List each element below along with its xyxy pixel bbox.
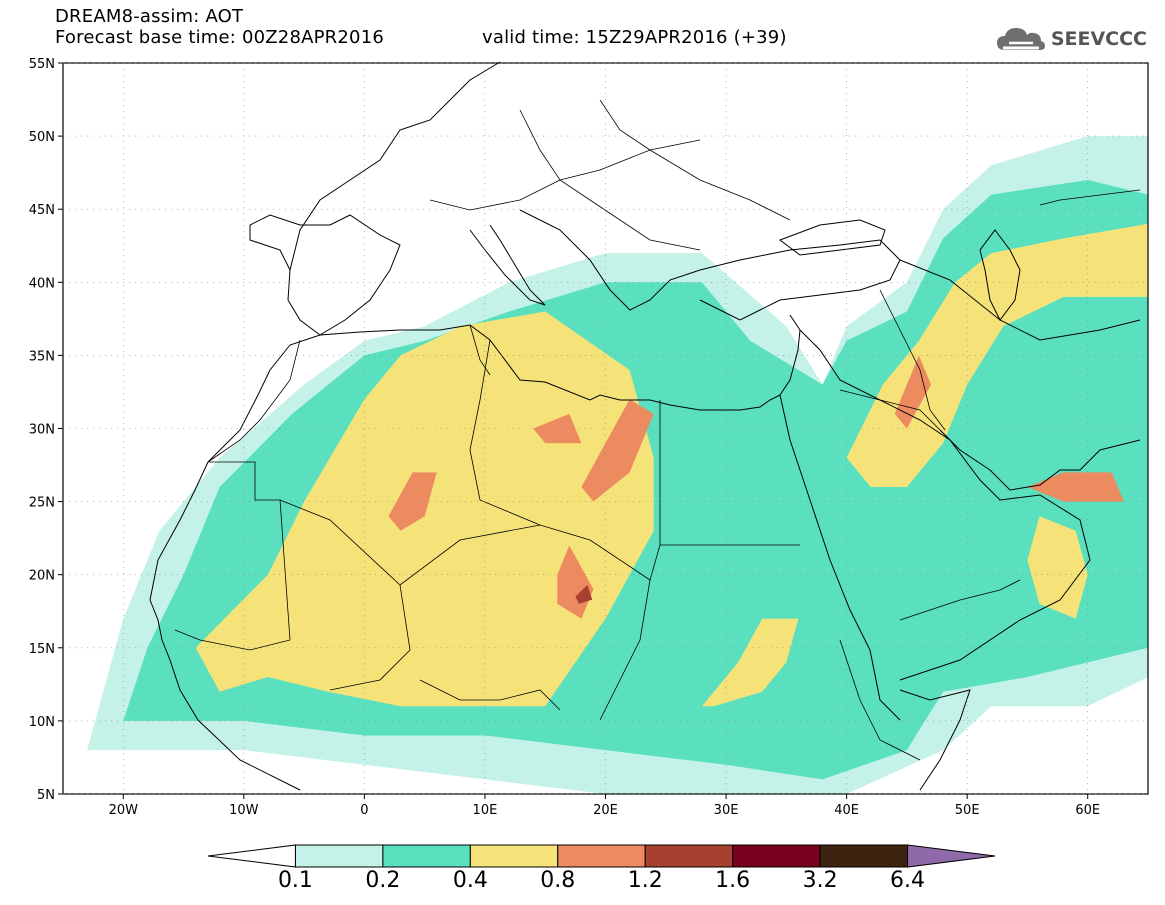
colorbar-swatch	[644, 844, 734, 868]
coastline-north-africa	[207, 324, 781, 463]
colorbar-label: 3.2	[802, 868, 838, 893]
coastline-iran	[899, 259, 1141, 341]
coastline-arabia	[799, 329, 1091, 681]
border-mali-niger	[329, 584, 411, 691]
coastline-africa-west	[149, 461, 301, 791]
lon-tick-label: 50E	[955, 803, 980, 818]
colorbar-swatch	[557, 844, 646, 868]
coastline-balkans-greece	[519, 209, 701, 311]
lat-tick-label: 45N	[29, 203, 55, 218]
longitude-labels: 20W 10W 0 10E 20E 30E 40E 50E 60E	[109, 803, 1101, 818]
coastline-horn-africa	[899, 689, 971, 791]
lon-tick-label: 10W	[229, 803, 259, 818]
colorbar-swatch	[382, 844, 471, 868]
border-tunisia	[469, 324, 491, 376]
aot-field-layer	[87, 136, 1149, 795]
coastline-levant-red-sea	[779, 314, 901, 721]
lat-tick-label: 30N	[29, 423, 55, 438]
valid-time: valid time: 15Z29APR2016 (+39)	[482, 27, 787, 48]
aot-contour-level-4	[1027, 472, 1124, 502]
border-europe-1	[429, 139, 701, 211]
colorbar-label: 0.2	[365, 868, 401, 893]
lat-tick-label: 5N	[37, 788, 55, 803]
cloud-icon	[996, 28, 1045, 50]
lat-tick-label: 10N	[29, 715, 55, 730]
colorbar-over-triangle	[907, 844, 996, 868]
border-algeria-libya	[469, 339, 541, 526]
colorbar-swatch	[732, 844, 821, 868]
lon-tick-label: 20W	[109, 803, 139, 818]
coastline-turkey	[699, 239, 901, 321]
brand-name: SEEVCCC	[1050, 28, 1147, 50]
lon-tick-label: 0	[360, 803, 368, 818]
lat-tick-label: 20N	[29, 569, 55, 584]
lon-tick-label: 40E	[834, 803, 859, 818]
border-iran-iraq	[879, 289, 946, 431]
coastline-iberia	[249, 214, 401, 336]
colorbar-swatch	[294, 844, 384, 868]
aot-contour-level-4	[533, 413, 582, 444]
colorbar-label: 0.8	[540, 868, 576, 893]
colorbar-label: 0.1	[277, 868, 313, 893]
colorbar-label: 1.6	[715, 868, 751, 893]
lat-tick-label: 15N	[29, 642, 55, 657]
coastline-west-europe	[289, 61, 501, 271]
lat-tick-label: 40N	[29, 276, 55, 291]
border-nigeria	[419, 679, 561, 711]
colorbar	[207, 844, 996, 868]
grid-layer	[58, 62, 1148, 799]
brand-logo: SEEVCCC	[995, 24, 1147, 54]
aot-contour-level-3	[701, 618, 799, 707]
border-morocco-algeria	[207, 339, 301, 463]
coastline-black-sea	[778, 219, 886, 256]
aot-contour-level-3	[1027, 516, 1088, 619]
border-kazakhstan	[1039, 189, 1141, 206]
aot-contour-level-5	[575, 584, 593, 604]
colorbar-label: 0.4	[452, 868, 488, 893]
aot-contour-level-4	[388, 472, 437, 531]
lon-tick-label: 60E	[1075, 803, 1100, 818]
lon-tick-label: 10E	[473, 803, 498, 818]
map-title-block: DREAM8-assim: AOT Forecast base time: 00…	[55, 6, 384, 48]
colorbar-label: 1.2	[627, 868, 663, 893]
map-title: DREAM8-assim: AOT	[55, 6, 244, 27]
lat-tick-label: 35N	[29, 349, 55, 364]
border-europe-2	[519, 109, 701, 251]
lat-tick-label: 50N	[29, 130, 55, 145]
coastline-italy	[469, 224, 546, 306]
aot-contour-level-4	[894, 355, 931, 429]
border-saudi-iraq	[839, 389, 951, 441]
aot-contour-level-4	[581, 399, 654, 502]
latitude-labels: 55N 50N 45N 40N 35N 30N 25N 20N 15N 10N 5N	[29, 57, 55, 803]
forecast-base-time: Forecast base time: 00Z28APR2016	[55, 27, 384, 48]
colorbar-swatch	[819, 844, 909, 868]
country-border-layer	[174, 99, 1141, 761]
coastline-layer	[149, 61, 1141, 791]
coastline-persian-gulf	[939, 429, 1141, 491]
border-europe-3	[599, 99, 791, 221]
colorbar-under-triangle	[207, 844, 296, 868]
colorbar-swatch	[469, 844, 559, 868]
border-mauritania	[174, 461, 291, 651]
lon-tick-label: 20E	[593, 803, 618, 818]
border-chad-sudan	[599, 579, 651, 721]
border-algeria-mali	[279, 499, 651, 586]
border-ethiopia	[839, 639, 921, 761]
colorbar-label: 6.4	[890, 868, 926, 893]
lat-tick-label: 55N	[29, 57, 55, 72]
border-saudi-yemen	[899, 579, 1021, 621]
lat-tick-label: 25N	[29, 496, 55, 511]
lon-tick-label: 30E	[714, 803, 739, 818]
